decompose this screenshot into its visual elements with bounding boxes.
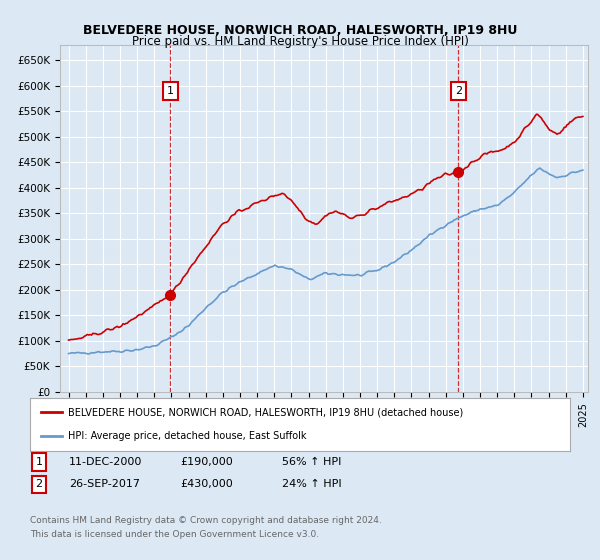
Text: 2: 2 (455, 86, 462, 96)
Text: 2: 2 (35, 479, 43, 489)
Text: Contains HM Land Registry data © Crown copyright and database right 2024.: Contains HM Land Registry data © Crown c… (30, 516, 382, 525)
Text: £190,000: £190,000 (180, 457, 233, 467)
Text: 11-DEC-2000: 11-DEC-2000 (69, 457, 142, 467)
Text: 26-SEP-2017: 26-SEP-2017 (69, 479, 140, 489)
Text: 1: 1 (167, 86, 174, 96)
Text: Price paid vs. HM Land Registry's House Price Index (HPI): Price paid vs. HM Land Registry's House … (131, 35, 469, 49)
Text: HPI: Average price, detached house, East Suffolk: HPI: Average price, detached house, East… (68, 431, 307, 441)
Text: 56% ↑ HPI: 56% ↑ HPI (282, 457, 341, 467)
Text: This data is licensed under the Open Government Licence v3.0.: This data is licensed under the Open Gov… (30, 530, 319, 539)
Text: BELVEDERE HOUSE, NORWICH ROAD, HALESWORTH, IP19 8HU: BELVEDERE HOUSE, NORWICH ROAD, HALESWORT… (83, 24, 517, 38)
Text: 24% ↑ HPI: 24% ↑ HPI (282, 479, 341, 489)
Text: 1: 1 (35, 457, 43, 467)
Text: £430,000: £430,000 (180, 479, 233, 489)
Text: BELVEDERE HOUSE, NORWICH ROAD, HALESWORTH, IP19 8HU (detached house): BELVEDERE HOUSE, NORWICH ROAD, HALESWORT… (68, 408, 463, 418)
